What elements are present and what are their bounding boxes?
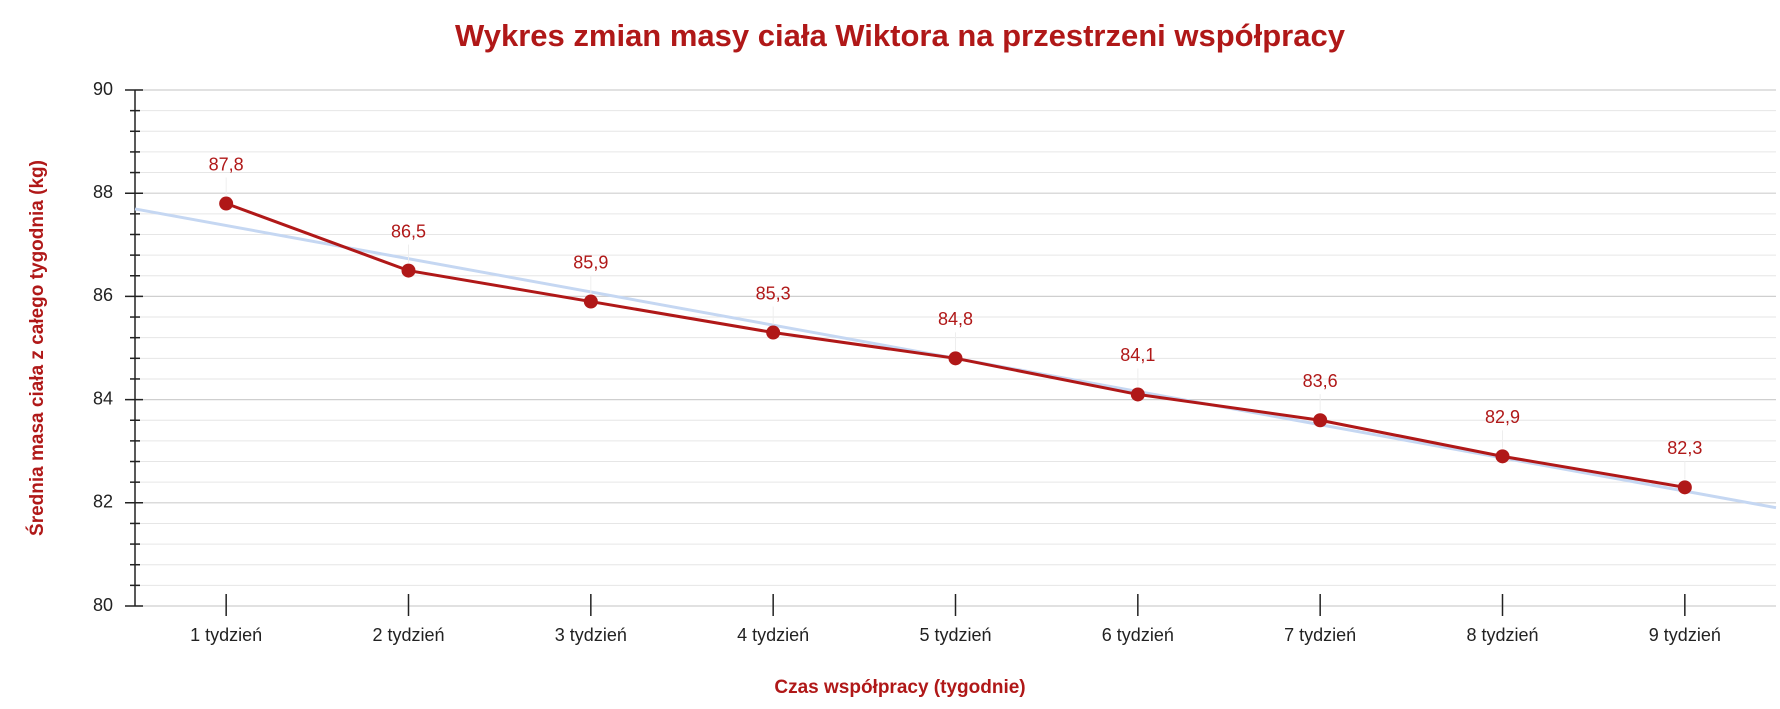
x-axis-title: Czas współpracy (tygodnie) xyxy=(774,677,1025,698)
data-label: 86,5 xyxy=(391,221,426,241)
x-tick-label: 8 tydzień xyxy=(1466,625,1538,645)
data-point xyxy=(401,263,416,278)
data-label: 82,9 xyxy=(1485,407,1520,427)
y-tick-label: 86 xyxy=(93,285,113,305)
data-label: 87,8 xyxy=(209,154,244,174)
data-label: 84,8 xyxy=(938,309,973,329)
data-label: 82,3 xyxy=(1667,438,1702,458)
y-tick-label: 88 xyxy=(93,182,113,202)
x-tick-label: 3 tydzień xyxy=(555,625,627,645)
data-label: 85,3 xyxy=(756,283,791,303)
x-tick-label: 6 tydzień xyxy=(1102,625,1174,645)
x-tick-label: 5 tydzień xyxy=(919,625,991,645)
y-tick-label: 82 xyxy=(93,492,113,512)
data-point xyxy=(1313,413,1328,428)
data-label: 84,1 xyxy=(1120,345,1155,365)
y-tick-label: 84 xyxy=(93,388,113,408)
data-point xyxy=(948,351,963,366)
x-tick-label: 7 tydzień xyxy=(1284,625,1356,645)
data-point xyxy=(583,294,598,309)
y-tick-label: 90 xyxy=(93,79,113,99)
chart-title: Wykres zmian masy ciała Wiktora na przes… xyxy=(455,18,1346,53)
y-axis-title: Średnia masa ciała z całego tygodnia (kg… xyxy=(26,160,48,536)
data-point xyxy=(1495,449,1510,464)
data-point xyxy=(766,325,781,340)
x-tick-label: 1 tydzień xyxy=(190,625,262,645)
data-point xyxy=(1130,387,1145,402)
data-point xyxy=(1677,480,1692,495)
x-tick-label: 9 tydzień xyxy=(1649,625,1721,645)
x-tick-label: 4 tydzień xyxy=(737,625,809,645)
x-tick-label: 2 tydzień xyxy=(372,625,444,645)
y-tick-label: 80 xyxy=(93,595,113,615)
data-label: 85,9 xyxy=(573,252,608,272)
data-label: 83,6 xyxy=(1303,371,1338,391)
data-point xyxy=(219,196,234,211)
